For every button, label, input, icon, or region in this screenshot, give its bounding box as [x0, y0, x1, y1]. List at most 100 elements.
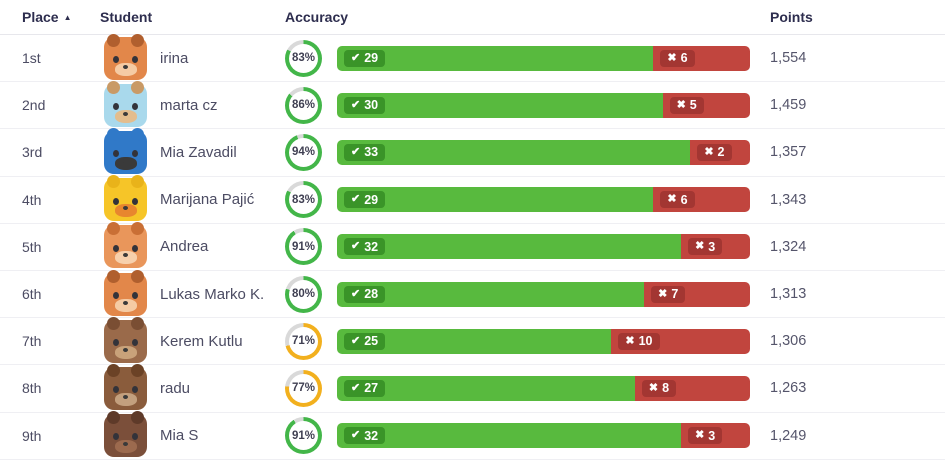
- wrong-count: 2: [717, 145, 725, 160]
- avatar-ear: [131, 80, 144, 94]
- avatar-ear: [131, 127, 144, 141]
- leaderboard-row[interactable]: 3rd Mia Zavadil 94% ✔ 33: [0, 127, 945, 177]
- wrong-count: 10: [638, 334, 653, 349]
- col-header-student[interactable]: Student: [100, 9, 153, 25]
- correct-count: 33: [364, 145, 379, 160]
- points-value: 1,343: [770, 191, 807, 208]
- wrong-count: 8: [662, 381, 670, 396]
- correct-badge: ✔ 30: [344, 96, 386, 114]
- col-header-accuracy[interactable]: Accuracy: [285, 9, 349, 25]
- avatar-eye: [113, 55, 119, 63]
- student-cell: Andrea: [100, 222, 285, 269]
- cross-icon: ✖: [695, 240, 705, 253]
- points-value: 1,263: [770, 380, 807, 397]
- accuracy-percent: 91%: [291, 240, 316, 253]
- answers-bar: ✔ 32 ✖ 3: [337, 423, 750, 449]
- points-value: 1,249: [770, 427, 807, 444]
- accuracy-ring: 77%: [285, 369, 322, 407]
- leaderboard-row[interactable]: 5th Andrea 91% ✔ 32: [0, 222, 945, 271]
- student-cell: Kerem Kutlu: [100, 316, 285, 363]
- correct-badge: ✔ 29: [344, 191, 386, 209]
- avatar-eye: [113, 433, 119, 441]
- avatar-muzzle: [114, 109, 137, 123]
- correct-badge: ✔ 33: [344, 143, 386, 161]
- avatar-eye: [113, 103, 119, 111]
- student-cell: marta cz: [100, 80, 285, 127]
- correct-segment: ✔ 33: [337, 139, 691, 165]
- wrong-badge: ✖ 6: [660, 191, 695, 209]
- correct-count: 29: [364, 192, 379, 207]
- points-value: 1,313: [770, 286, 807, 303]
- cross-icon: ✖: [667, 193, 677, 206]
- leaderboard-row[interactable]: 9th Mia S 91% ✔ 32: [0, 411, 945, 460]
- student-name: Andrea: [160, 238, 209, 256]
- wrong-badge: ✖ 3: [688, 238, 723, 256]
- col-header-points[interactable]: Points: [770, 9, 813, 25]
- correct-count: 30: [364, 98, 379, 113]
- answers-bar: ✔ 27 ✖ 8: [337, 375, 750, 401]
- avatar-eye: [132, 339, 138, 347]
- col-header-place[interactable]: Place ▲: [0, 9, 100, 25]
- place-label: 6th: [22, 286, 42, 303]
- correct-badge: ✔ 27: [344, 379, 386, 397]
- points-value: 1,324: [770, 238, 807, 255]
- student-avatar-walrus: [104, 411, 147, 458]
- avatar-eye: [113, 244, 119, 252]
- correct-count: 32: [364, 428, 379, 443]
- correct-count: 25: [364, 334, 379, 349]
- leaderboard-row[interactable]: 8th radu 77% ✔ 27: [0, 363, 945, 413]
- leaderboard-row[interactable]: 4th Marijana Pajić 83% ✔ 29: [0, 175, 945, 224]
- cross-icon: ✖: [667, 51, 677, 64]
- student-name: Marijana Pajić: [160, 191, 255, 209]
- accuracy-percent: 91%: [291, 429, 316, 442]
- correct-segment: ✔ 27: [337, 375, 635, 401]
- accuracy-percent: 77%: [291, 382, 316, 395]
- accuracy-cell: 94% ✔ 33 ✖ 2: [285, 133, 751, 171]
- correct-count: 27: [364, 381, 379, 396]
- leaderboard-row[interactable]: 7th Kerem Kutlu 71% ✔ 25: [0, 316, 945, 366]
- accuracy-ring: 83%: [285, 181, 322, 219]
- avatar-ear: [107, 363, 120, 377]
- correct-badge: ✔ 32: [344, 427, 386, 445]
- avatar-nose: [123, 442, 128, 447]
- leaderboard-row[interactable]: 2nd marta cz 86% ✔ 30: [0, 80, 945, 130]
- wrong-count: 6: [680, 192, 688, 207]
- wrong-segment: ✖ 6: [653, 187, 750, 213]
- avatar-nose: [123, 111, 128, 116]
- wrong-segment: ✖ 10: [611, 328, 750, 354]
- correct-badge: ✔ 29: [344, 49, 386, 67]
- wrong-count: 5: [689, 98, 697, 113]
- student-cell: Lukas Marko K.: [100, 269, 285, 316]
- student-cell: irina: [100, 33, 285, 80]
- check-icon: ✔: [351, 51, 361, 64]
- student-avatar-deer: [104, 33, 147, 80]
- avatar-muzzle: [114, 62, 137, 76]
- col-header-place-label: Place: [22, 9, 59, 25]
- avatar-ear: [131, 411, 144, 425]
- check-icon: ✔: [351, 287, 361, 300]
- leaderboard-row[interactable]: 6th Lukas Marko K. 80% ✔ 28: [0, 269, 945, 319]
- header-row: Place ▲ Student Accuracy Points: [0, 0, 945, 35]
- correct-badge: ✔ 28: [344, 285, 386, 303]
- leaderboard-row[interactable]: 1st irina 83% ✔ 29: [0, 33, 945, 83]
- leaderboard-body: 1st irina 83% ✔ 29: [0, 33, 945, 460]
- wrong-segment: ✖ 3: [681, 423, 750, 449]
- points-value: 1,459: [770, 97, 807, 114]
- accuracy-cell: 91% ✔ 32 ✖ 3: [285, 417, 751, 455]
- accuracy-ring: 86%: [285, 86, 322, 124]
- check-icon: ✔: [351, 145, 361, 158]
- wrong-count: 7: [671, 287, 679, 302]
- correct-badge: ✔ 32: [344, 238, 386, 256]
- correct-count: 32: [364, 239, 379, 254]
- accuracy-percent: 71%: [291, 335, 316, 348]
- student-avatar-bear: [104, 316, 147, 363]
- avatar-ear: [107, 80, 120, 94]
- student-avatar-parrot: [104, 127, 147, 174]
- wrong-count: 3: [708, 428, 716, 443]
- avatar-ear: [131, 363, 144, 377]
- accuracy-percent: 94%: [291, 146, 316, 159]
- correct-segment: ✔ 28: [337, 281, 645, 307]
- student-avatar-hamster: [104, 80, 147, 127]
- avatar-muzzle: [114, 392, 137, 406]
- correct-segment: ✔ 32: [337, 234, 682, 260]
